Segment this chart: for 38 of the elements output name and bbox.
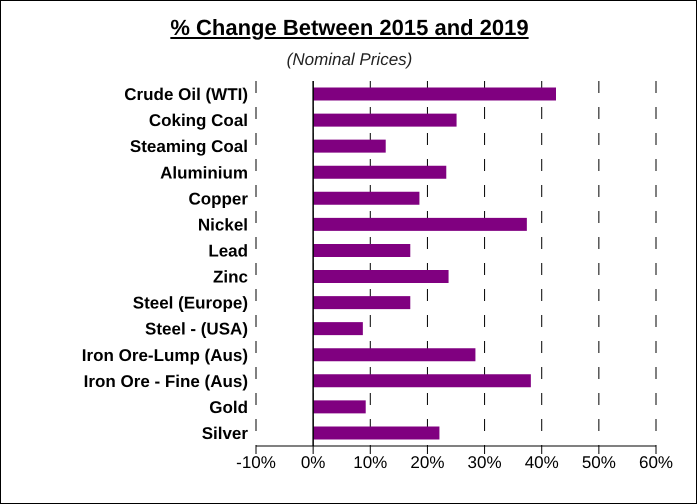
y-tick-label: Steel - (USA) [145, 320, 248, 339]
x-tick-label: 0% [300, 453, 326, 472]
y-tick-label: Silver [202, 424, 248, 443]
y-tick-label: Steaming Coal [130, 137, 248, 156]
y-tick-label: Gold [209, 398, 248, 417]
bar [313, 348, 476, 362]
bar [313, 374, 531, 388]
y-tick-label: Steel (Europe) [132, 294, 248, 313]
x-tick-label: 40% [524, 453, 559, 472]
y-tick-label: Aluminium [160, 163, 248, 182]
x-tick-label: 10% [353, 453, 388, 472]
bar [313, 296, 410, 310]
y-tick-label: Zinc [213, 268, 248, 287]
chart-title: % Change Between 2015 and 2019 [169, 15, 530, 41]
bar [313, 88, 556, 101]
x-tick-label: 20% [410, 453, 444, 472]
x-tick-label: -10% [236, 453, 276, 472]
bar [313, 114, 457, 127]
y-tick-label: Coking Coal [148, 111, 248, 130]
x-tick-label: 50% [582, 453, 616, 472]
bar [313, 400, 366, 414]
x-tick-label: 30% [468, 453, 502, 472]
chart-subtitle: (Nominal Prices) [286, 50, 414, 70]
bar [313, 322, 363, 336]
bar [313, 140, 386, 153]
y-tick-label: Nickel [198, 215, 248, 234]
bar [313, 244, 410, 257]
bar [313, 426, 440, 440]
y-tick-label: Iron Ore - Fine (Aus) [84, 372, 248, 391]
y-tick-label: Copper [188, 189, 248, 208]
y-tick-label: Crude Oil (WTI) [124, 85, 248, 104]
bar [313, 270, 449, 284]
bar [313, 192, 420, 205]
y-tick-label: Iron Ore-Lump (Aus) [82, 346, 248, 365]
y-tick-label: Lead [208, 242, 248, 260]
bar [313, 166, 446, 179]
bar [313, 218, 527, 231]
x-tick-label: 60% [638, 453, 674, 472]
